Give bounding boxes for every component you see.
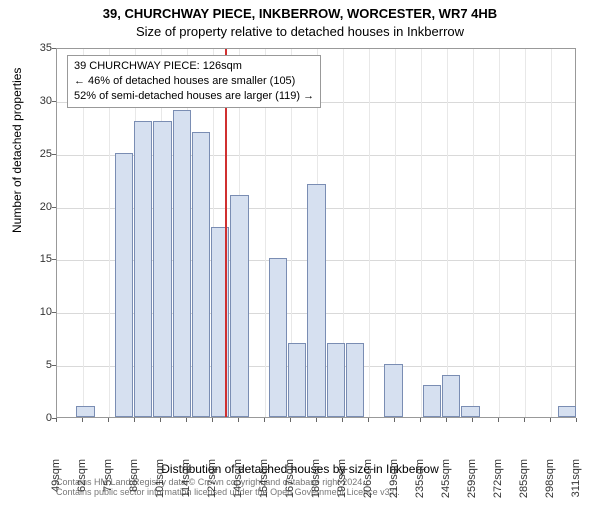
x-tick-mark <box>160 418 161 422</box>
y-tick-label: 15 <box>36 253 52 265</box>
x-tick-label: 127sqm <box>206 459 218 519</box>
grid-line-v <box>369 49 370 417</box>
x-tick-mark <box>108 418 109 422</box>
y-tick-label: 35 <box>36 42 52 54</box>
chart-title-address: 39, CHURCHWAY PIECE, INKBERROW, WORCESTE… <box>0 6 600 21</box>
grid-line-v <box>395 49 396 417</box>
x-tick-mark <box>576 418 577 422</box>
info-box-line3: 52% of semi-detached houses are larger (… <box>74 89 314 104</box>
y-tick-label: 5 <box>36 359 52 371</box>
x-tick-label: 311sqm <box>570 459 582 519</box>
y-tick-label: 30 <box>36 95 52 107</box>
x-tick-mark <box>498 418 499 422</box>
info-box-line1: 39 CHURCHWAY PIECE: 126sqm <box>74 59 314 74</box>
x-tick-mark <box>316 418 317 422</box>
y-tick-mark <box>52 207 56 208</box>
histogram-bar <box>134 121 152 417</box>
x-tick-mark <box>524 418 525 422</box>
histogram-bar <box>384 364 402 417</box>
x-tick-mark <box>212 418 213 422</box>
y-tick-mark <box>52 259 56 260</box>
histogram-bar <box>327 343 345 417</box>
histogram-bar <box>230 195 248 417</box>
x-tick-mark <box>342 418 343 422</box>
y-tick-label: 25 <box>36 148 52 160</box>
x-tick-mark <box>238 418 239 422</box>
x-tick-mark <box>134 418 135 422</box>
grid-line-v <box>421 49 422 417</box>
y-tick-label: 0 <box>36 412 52 424</box>
grid-line-v <box>551 49 552 417</box>
y-axis-label: Number of detached properties <box>10 68 24 233</box>
x-tick-label: 193sqm <box>336 459 348 519</box>
x-tick-label: 235sqm <box>414 459 426 519</box>
y-tick-mark <box>52 101 56 102</box>
x-tick-mark <box>550 418 551 422</box>
histogram-bar <box>76 406 94 417</box>
x-tick-mark <box>290 418 291 422</box>
x-tick-label: 272sqm <box>492 459 504 519</box>
x-tick-mark <box>264 418 265 422</box>
x-tick-label: 75sqm <box>102 459 114 519</box>
x-tick-label: 101sqm <box>154 459 166 519</box>
y-tick-label: 10 <box>36 306 52 318</box>
chart-subtitle: Size of property relative to detached ho… <box>0 24 600 39</box>
histogram-bar <box>288 343 306 417</box>
x-tick-label: 167sqm <box>284 459 296 519</box>
property-size-histogram: 39, CHURCHWAY PIECE, INKBERROW, WORCESTE… <box>0 0 600 500</box>
y-tick-label: 20 <box>36 201 52 213</box>
histogram-bar <box>423 385 441 417</box>
histogram-bar <box>442 375 460 417</box>
info-box-line2: ← 46% of detached houses are smaller (10… <box>74 74 314 89</box>
x-tick-mark <box>420 418 421 422</box>
x-tick-mark <box>56 418 57 422</box>
x-tick-mark <box>446 418 447 422</box>
x-tick-label: 259sqm <box>466 459 478 519</box>
histogram-bar <box>192 132 210 417</box>
x-tick-mark <box>186 418 187 422</box>
y-tick-mark <box>52 48 56 49</box>
x-tick-label: 114sqm <box>180 459 192 519</box>
x-tick-label: 180sqm <box>310 459 322 519</box>
histogram-bar <box>115 153 133 417</box>
x-tick-label: 140sqm <box>232 459 244 519</box>
y-tick-mark <box>52 365 56 366</box>
x-tick-mark <box>394 418 395 422</box>
grid-line-v <box>499 49 500 417</box>
x-tick-label: 298sqm <box>544 459 556 519</box>
info-box: 39 CHURCHWAY PIECE: 126sqm ← 46% of deta… <box>67 55 321 108</box>
grid-line-v <box>525 49 526 417</box>
x-axis-label: Distribution of detached houses by size … <box>0 462 600 476</box>
x-tick-label: 154sqm <box>258 459 270 519</box>
x-tick-label: 62sqm <box>76 459 88 519</box>
grid-line-v <box>473 49 474 417</box>
x-tick-mark <box>472 418 473 422</box>
x-tick-label: 206sqm <box>362 459 374 519</box>
x-tick-mark <box>368 418 369 422</box>
x-tick-mark <box>82 418 83 422</box>
histogram-bar <box>307 184 325 417</box>
x-tick-label: 88sqm <box>128 459 140 519</box>
histogram-bar <box>558 406 576 417</box>
histogram-bar <box>173 110 191 417</box>
histogram-bar <box>153 121 171 417</box>
x-tick-label: 285sqm <box>518 459 530 519</box>
x-tick-label: 245sqm <box>440 459 452 519</box>
y-tick-mark <box>52 154 56 155</box>
y-tick-mark <box>52 312 56 313</box>
histogram-bar <box>346 343 364 417</box>
plot-area: 39 CHURCHWAY PIECE: 126sqm ← 46% of deta… <box>56 48 576 418</box>
histogram-bar <box>269 258 287 417</box>
x-tick-label: 219sqm <box>388 459 400 519</box>
grid-line-v <box>447 49 448 417</box>
histogram-bar <box>461 406 479 417</box>
x-tick-label: 49sqm <box>50 459 62 519</box>
